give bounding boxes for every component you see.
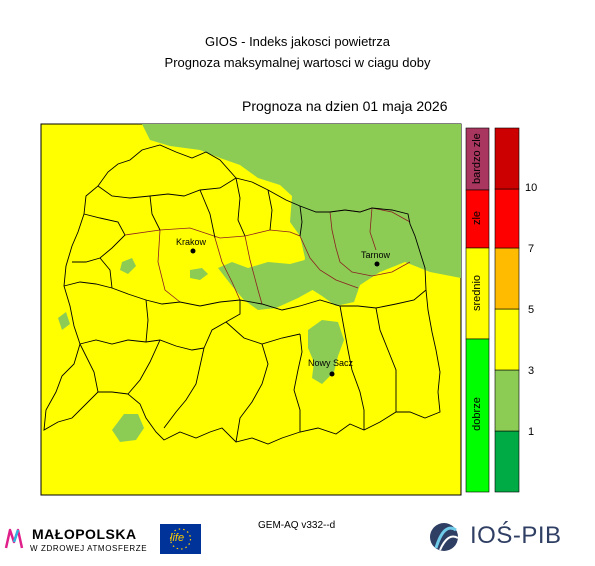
city-marker-nowy-sacz bbox=[329, 371, 335, 377]
legend-tick: 5 bbox=[528, 304, 535, 316]
legend-scale-step-2 bbox=[494, 369, 520, 432]
malopolska-logo-subtitle: W ZDROWEJ ATMOSFERZE bbox=[30, 544, 148, 553]
legend-label-dobrze: dobrze bbox=[471, 397, 483, 431]
legend-cat-dobrze bbox=[465, 338, 490, 493]
legend-scale-step-3 bbox=[494, 308, 520, 371]
city-marker-krakow bbox=[190, 248, 196, 254]
legend-tick: 3 bbox=[528, 365, 535, 377]
city-label-nowy-sacz: Nowy Sacz bbox=[308, 358, 354, 368]
legend-label-srednio: srednio bbox=[471, 274, 483, 312]
eu-life-logo-text: life bbox=[170, 532, 185, 544]
city-label-krakow: Krakow bbox=[176, 237, 207, 247]
legend-scale-step-5 bbox=[494, 188, 520, 249]
ios-pib-logo-mark bbox=[430, 523, 459, 551]
legend-category-bar bbox=[465, 127, 490, 493]
malopolska-logo-text: MAŁOPOLSKA bbox=[32, 526, 137, 542]
legend-scale-step-6 bbox=[494, 127, 520, 190]
green-area-nowy-sacz bbox=[308, 320, 344, 384]
legend-tick: 7 bbox=[528, 243, 535, 255]
green-area-west-edge bbox=[58, 312, 70, 330]
legend-scale-bar bbox=[494, 127, 520, 493]
model-version: GEM-AQ v332--d bbox=[258, 520, 336, 531]
ios-pib-logo-text: IOŚ-PIB bbox=[470, 522, 562, 549]
green-area-central bbox=[218, 258, 322, 310]
map-subtitle: Prognoza maksymalnej wartosci w ciagu do… bbox=[164, 55, 431, 70]
malopolska-logo-mark bbox=[4, 528, 24, 549]
legend-label-zle: zle bbox=[471, 210, 483, 226]
subregion-borders bbox=[124, 207, 411, 305]
map-title: GIOS - Indeks jakosci powietrza bbox=[205, 34, 390, 49]
voivodeship-outline bbox=[43, 144, 441, 445]
county-borders bbox=[43, 144, 441, 445]
green-area-southwest bbox=[112, 414, 144, 442]
legend-tick: 1 bbox=[528, 426, 535, 438]
legend-scale-step-4 bbox=[494, 247, 520, 310]
green-area-krakow-west bbox=[190, 268, 208, 280]
green-area-west-small bbox=[120, 258, 136, 274]
legend-tick: 10 bbox=[525, 182, 538, 194]
city-label-tarnow: Tarnow bbox=[361, 250, 391, 260]
eu-life-logo bbox=[160, 524, 201, 554]
forecast-date: Prognoza na dzien 01 maja 2026 bbox=[242, 98, 448, 114]
city-marker-tarnow bbox=[374, 261, 380, 267]
legend-label-bardzo-zle: bardzo zle bbox=[471, 133, 483, 184]
legend-scale-step-1 bbox=[494, 430, 520, 493]
